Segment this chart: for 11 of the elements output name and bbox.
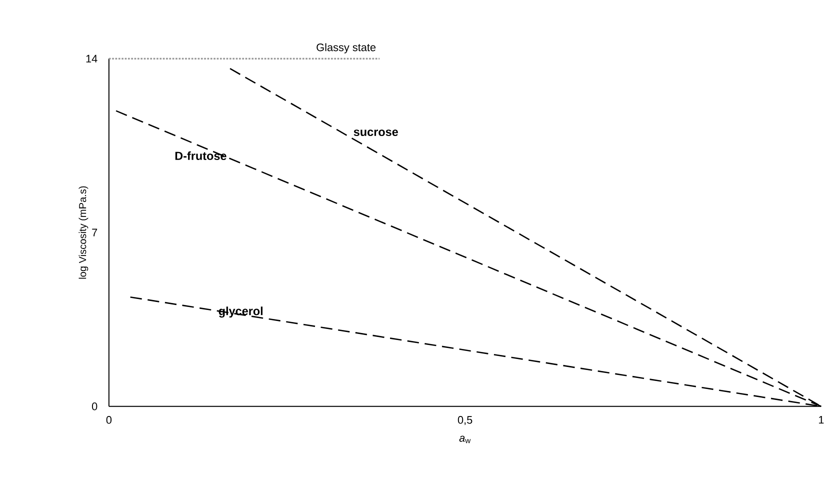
x-axis-title: a$_{w}$ bbox=[459, 436, 471, 444]
y-tick-label: 14 bbox=[86, 54, 98, 62]
series-label: Glassy state bbox=[316, 43, 376, 54]
series-label: sucrose bbox=[354, 129, 398, 136]
series-label: D-frutose bbox=[175, 151, 226, 160]
y-tick-label: 0 bbox=[92, 402, 98, 410]
y-axis-title: log Viscosity (mPa.s) bbox=[78, 186, 88, 279]
x-tick-label: 1 bbox=[818, 416, 824, 424]
x-tick-label: 0,5 bbox=[458, 416, 472, 425]
x-tick-label: 0 bbox=[106, 416, 112, 424]
y-tick-label: 7 bbox=[92, 228, 98, 236]
